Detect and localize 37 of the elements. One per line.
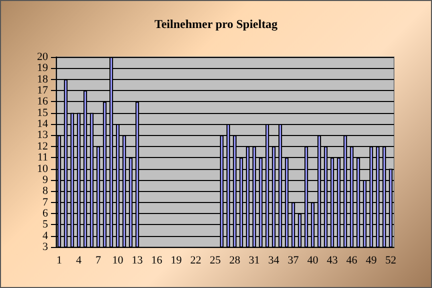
y-tick-label: 8 (42, 185, 48, 198)
y-tick-label: 12 (37, 140, 48, 152)
y-tick-label: 14 (37, 118, 48, 130)
x-tick-label: 40 (307, 254, 319, 266)
x-tick-label: 22 (190, 254, 202, 266)
x-tick-label: 52 (385, 254, 396, 266)
x-tick-label: 16 (151, 254, 163, 266)
x-tick-label: 1 (56, 254, 62, 266)
y-tick-label: 4 (42, 230, 48, 242)
x-tick-label: 19 (170, 254, 182, 266)
y-tick-label: 11 (37, 152, 48, 164)
x-tick-label: 43 (326, 254, 338, 266)
y-tick-label: 9 (42, 174, 48, 186)
x-tick-label: 25 (210, 254, 222, 266)
y-tick-label: 7 (42, 196, 48, 208)
x-tick-label: 46 (346, 254, 358, 266)
x-tick-label: 10 (112, 254, 124, 266)
y-tick-label: 5 (42, 218, 48, 231)
y-tick-label: 13 (37, 129, 48, 142)
y-tick-label: 3 (42, 241, 48, 253)
y-tick-label: 16 (37, 96, 48, 108)
x-tick-label: 4 (76, 254, 82, 266)
y-tick-label: 17 (37, 84, 48, 97)
chart-title: Teilnehmer pro Spieltag (154, 17, 278, 31)
x-tick-label: 7 (96, 254, 102, 266)
y-tick-label: 15 (37, 106, 48, 119)
x-tick-label: 37 (288, 254, 300, 266)
x-tick-label: 28 (229, 254, 241, 266)
y-tick-label: 19 (37, 62, 48, 74)
x-tick-label: 34 (268, 254, 280, 266)
x-tick-label: 13 (132, 254, 144, 266)
y-tick-label: 10 (37, 162, 48, 175)
y-tick-label: 20 (37, 51, 48, 63)
x-tick-label: 31 (248, 254, 260, 266)
y-tick-label: 6 (42, 207, 48, 220)
x-tick-label: 49 (366, 254, 378, 266)
y-tick-label: 18 (37, 73, 48, 86)
